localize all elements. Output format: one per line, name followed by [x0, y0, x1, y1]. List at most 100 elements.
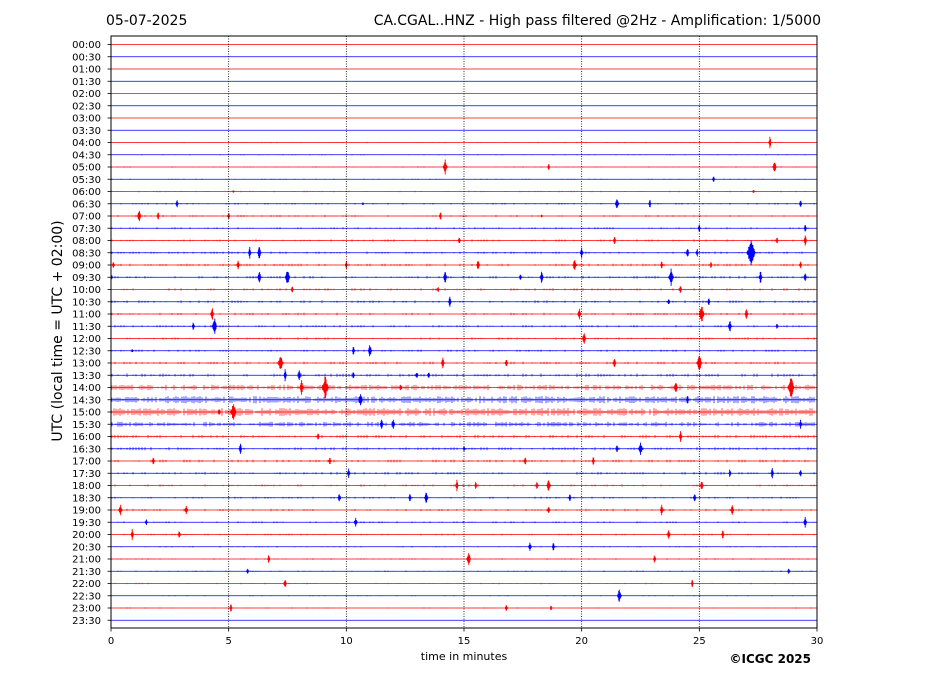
- seismic-event: [673, 383, 678, 392]
- y-tick-label: 00:00: [72, 40, 101, 51]
- seismic-event: [474, 482, 478, 489]
- seismic-event: [678, 431, 683, 442]
- seismic-event: [236, 260, 240, 270]
- x-axis-ticks: 0 5 10 15 20 25 30: [108, 628, 823, 647]
- y-tick-label: 10:30: [72, 297, 101, 308]
- seismic-event: [137, 210, 142, 222]
- y-tick-label: 07:00: [72, 212, 101, 223]
- seismic-event: [344, 261, 348, 269]
- seismic-event: [685, 396, 690, 404]
- seismic-event: [667, 530, 671, 539]
- trace-row: [111, 384, 817, 391]
- trace-row: [111, 251, 817, 254]
- seismic-event: [709, 262, 713, 268]
- y-tick-label: 20:00: [72, 530, 101, 541]
- trace-noise: [114, 546, 815, 548]
- x-tick-label: 20: [575, 636, 588, 647]
- y-tick-label: 02:00: [72, 89, 101, 100]
- seismic-event: [612, 359, 617, 367]
- seismic-event: [211, 318, 218, 334]
- trace-noise: [111, 215, 815, 217]
- seismic-event: [577, 308, 582, 320]
- seismic-event: [351, 372, 356, 379]
- seismic-event: [547, 507, 551, 513]
- seismic-event: [730, 505, 734, 515]
- seismic-event: [535, 482, 539, 489]
- seismic-event: [798, 200, 803, 207]
- seismic-event: [567, 494, 572, 501]
- y-tick-label: 01:30: [72, 77, 101, 88]
- seismic-event: [549, 605, 553, 611]
- seismic-event: [245, 568, 250, 574]
- y-tick-label: 04:30: [72, 150, 101, 161]
- trace-noise: [114, 484, 815, 487]
- y-tick-label: 03:00: [72, 114, 101, 125]
- seismic-event: [745, 240, 757, 266]
- seismic-event: [711, 176, 716, 182]
- seismic-event: [546, 480, 551, 491]
- seismic-event: [706, 298, 711, 305]
- seismic-event: [210, 308, 215, 320]
- trace-row: [111, 607, 817, 609]
- trace-noise: [111, 496, 815, 499]
- seismic-event: [238, 443, 243, 454]
- seismic-event: [337, 494, 341, 502]
- seismic-event: [614, 199, 620, 208]
- seismic-event: [367, 345, 373, 357]
- y-tick-label: 10:00: [72, 285, 101, 296]
- y-tick-label: 21:00: [72, 555, 101, 566]
- seismic-event: [442, 159, 448, 175]
- x-tick-label: 0: [108, 636, 114, 647]
- seismic-event: [232, 190, 235, 193]
- y-tick-label: 19:00: [72, 506, 101, 517]
- seismic-event: [217, 409, 221, 415]
- trace-noise: [111, 190, 806, 193]
- seismic-event: [144, 519, 149, 525]
- trace-row: [111, 396, 817, 404]
- seismic-event: [547, 164, 551, 170]
- seismic-event: [697, 225, 702, 232]
- trace-noise: [111, 595, 806, 597]
- seismic-event: [518, 274, 523, 280]
- seismic-event: [283, 580, 287, 587]
- seismic-event: [346, 468, 351, 478]
- seismic-event: [752, 190, 755, 193]
- y-tick-label: 15:30: [72, 420, 101, 431]
- trace-row: [111, 239, 817, 242]
- trace-noise: [111, 558, 809, 560]
- y-tick-label: 01:00: [72, 65, 101, 76]
- trace-row: [111, 484, 817, 487]
- seismic-event: [321, 376, 329, 399]
- seismic-event: [447, 296, 452, 307]
- y-tick-label: 03:30: [72, 126, 101, 137]
- seismic-event: [637, 442, 643, 455]
- seismic-event: [787, 378, 795, 397]
- trace-row: [111, 263, 817, 267]
- seismic-event: [744, 309, 749, 319]
- seismic-event: [527, 542, 532, 551]
- seismic-event: [379, 419, 384, 429]
- trace-noise: [111, 396, 815, 404]
- y-tick-label: 13:30: [72, 371, 101, 382]
- trace-noise: [111, 434, 815, 439]
- seismic-event: [299, 380, 304, 395]
- trace-row: [111, 141, 817, 144]
- trace-noise: [111, 166, 815, 168]
- y-tick-label: 22:00: [72, 579, 101, 590]
- seismic-event: [679, 286, 682, 293]
- trace-row: [111, 349, 817, 352]
- seismic-event: [476, 260, 480, 270]
- y-tick-label: 11:30: [72, 322, 101, 333]
- y-tick-label: 08:30: [72, 248, 101, 259]
- y-tick-label: 17:30: [72, 469, 101, 480]
- seismic-event: [455, 479, 459, 492]
- seismic-event: [582, 333, 586, 344]
- seismic-event: [423, 492, 429, 503]
- seismic-event: [539, 271, 545, 283]
- seismic-event: [414, 372, 419, 378]
- seismic-event: [256, 272, 262, 283]
- y-tick-label: 13:00: [72, 359, 101, 370]
- y-tick-label: 09:30: [72, 273, 101, 284]
- seismic-event: [466, 553, 471, 565]
- seismic-event: [685, 249, 690, 257]
